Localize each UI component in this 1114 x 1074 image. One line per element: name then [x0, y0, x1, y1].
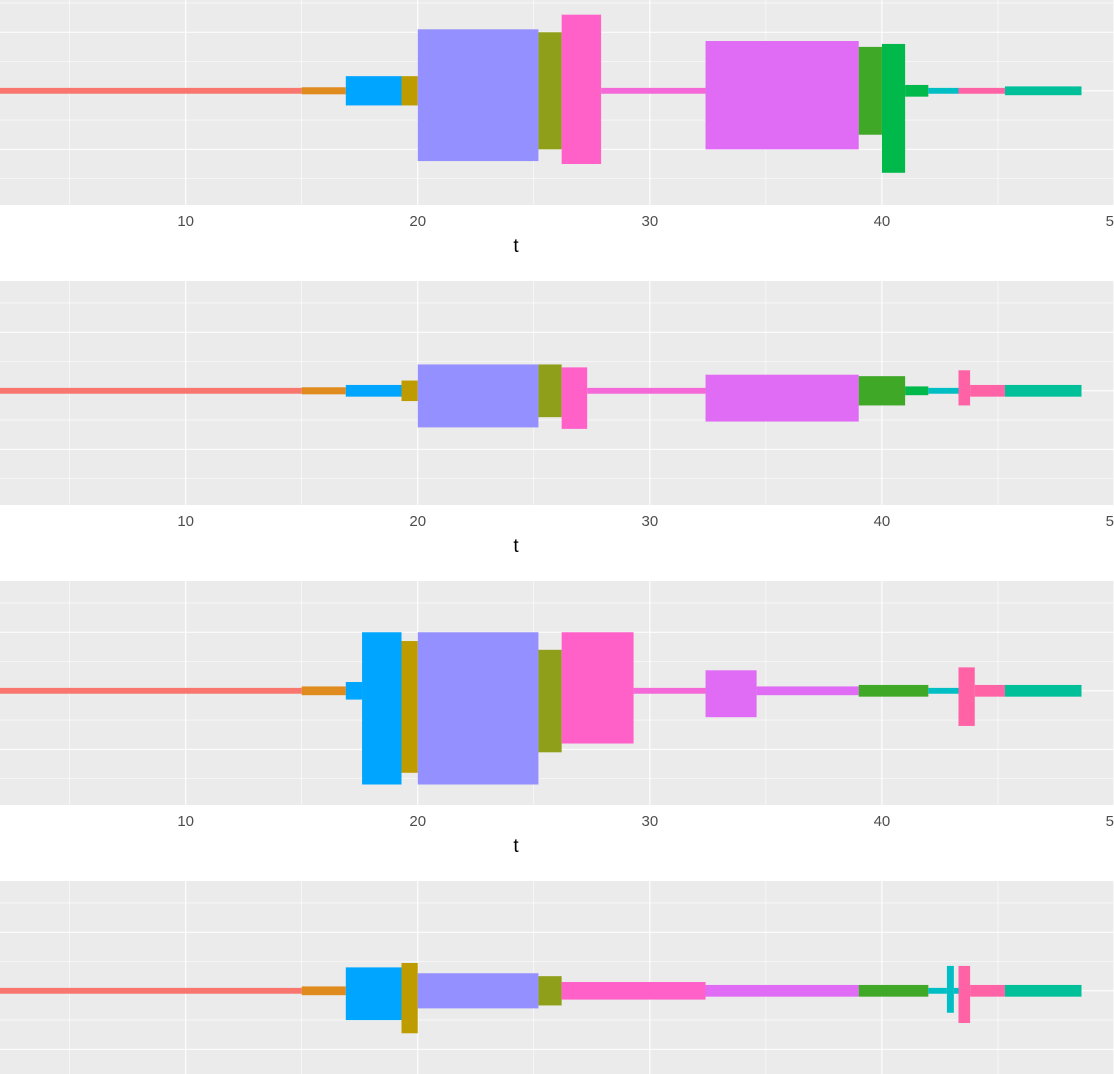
x-axis-title: t: [513, 536, 519, 557]
waveform-segment: [958, 87, 1005, 94]
waveform-segment: [561, 14, 602, 165]
waveform-segment: [301, 87, 346, 95]
waveform-segment: [0, 687, 302, 694]
waveform-segment: [345, 682, 363, 700]
waveform-segment: [905, 386, 929, 396]
waveform-segment: [561, 367, 588, 429]
waveform-segment: [561, 632, 634, 744]
waveform-segment: [970, 384, 1005, 397]
x-tick-label: 50: [1106, 513, 1114, 530]
x-tick-label: 50: [1106, 813, 1114, 830]
x-tick-label: 10: [177, 813, 194, 830]
x-tick-label: 50: [1106, 213, 1114, 230]
x-axis-title: t: [513, 836, 519, 857]
x-tick-label: 40: [874, 513, 891, 530]
waveform-segment: [561, 982, 706, 1000]
x-tick-label: 10: [177, 513, 194, 530]
waveform-segment: [538, 364, 562, 418]
x-tick-label: 30: [641, 813, 658, 830]
waveform-segment: [1004, 984, 1082, 997]
waveform-segment: [362, 632, 402, 785]
waveform-segment: [345, 967, 402, 1021]
waveform-segment: [401, 380, 418, 402]
waveform-segment: [705, 984, 859, 997]
x-tick-label: 40: [874, 813, 891, 830]
waveform-segment: [587, 387, 706, 394]
waveform-segment: [958, 965, 971, 1024]
waveform-segment: [417, 632, 539, 785]
x-tick-label: 20: [409, 813, 426, 830]
waveform-segment: [1004, 86, 1082, 96]
waveform-segment: [858, 984, 929, 997]
x-tick-label: 30: [641, 213, 658, 230]
waveform-segment: [301, 986, 346, 996]
waveform-segment: [345, 384, 402, 397]
waveform-segment: [301, 387, 346, 395]
waveform-segment: [1004, 384, 1082, 397]
waveform-segment: [401, 962, 418, 1034]
waveform-segment: [301, 686, 346, 696]
waveform-segment: [881, 43, 906, 173]
waveform-segment: [858, 684, 929, 697]
waveform-segment: [345, 76, 402, 106]
waveform-segment: [401, 641, 418, 773]
waveform-segment: [0, 387, 302, 394]
x-axis-title: t: [513, 236, 519, 257]
x-tick-label: 30: [641, 513, 658, 530]
waveform-segment: [417, 973, 539, 1009]
waveform-segment: [0, 987, 302, 994]
waveform-segment: [705, 41, 859, 150]
x-tick-label: 20: [409, 513, 426, 530]
waveform-segment: [958, 667, 975, 726]
waveform-segment: [0, 87, 302, 94]
waveform-segment: [633, 687, 706, 694]
x-tick-label: 10: [177, 213, 194, 230]
waveform-segment: [858, 376, 906, 406]
waveform-segment: [538, 976, 562, 1006]
waveform-segment: [958, 370, 971, 406]
waveform-segment: [928, 87, 959, 94]
waveform-segment: [705, 374, 859, 422]
waveform-segment: [858, 46, 882, 135]
waveform-segment: [417, 364, 539, 428]
waveform-segment: [601, 87, 706, 94]
waveform-segment: [974, 684, 1005, 697]
waveform-segment: [538, 32, 562, 150]
waveform-segment: [928, 987, 947, 994]
waveform-segment: [401, 76, 418, 106]
x-tick-label: 20: [409, 213, 426, 230]
waveform-segment: [756, 686, 859, 696]
waveform-segment: [705, 670, 757, 718]
x-tick-label: 40: [874, 213, 891, 230]
waveform-segment: [1004, 684, 1082, 697]
waveform-segment: [538, 649, 562, 753]
waveform-segment: [417, 29, 539, 162]
waveform-segment: [970, 984, 1005, 997]
waveform-segment: [946, 965, 954, 1013]
waveform-segment: [928, 387, 959, 394]
waveform-segment: [905, 84, 929, 97]
waveform-segment: [953, 987, 959, 994]
waveform-segment: [928, 687, 959, 694]
